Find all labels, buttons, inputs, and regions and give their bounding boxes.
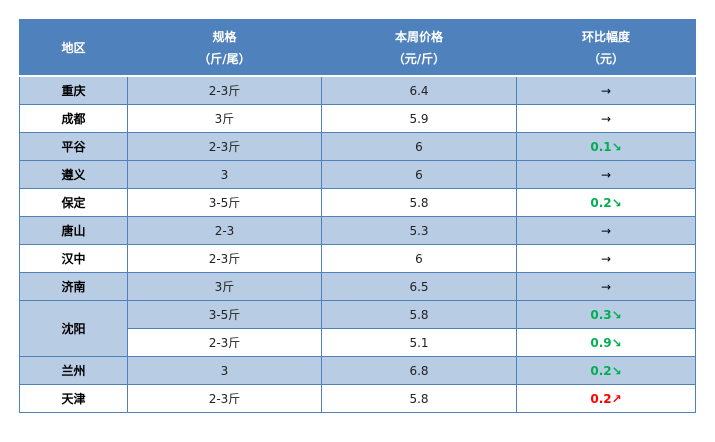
cell-price: 6.5: [321, 272, 517, 301]
cell-price: 5.8: [321, 188, 517, 217]
table-row: 沈阳 3-5斤 5.8 0.3↘: [19, 300, 696, 357]
header-row: 地区 规格 （斤/尾） 本周价格 （元/斤） 环比幅度 （元）: [19, 19, 696, 77]
cell-price: 6: [321, 160, 517, 189]
cell-spec: 3斤: [127, 104, 322, 133]
cell-region: 济南: [19, 272, 128, 301]
cell-price: 6.8: [321, 356, 517, 385]
cell-spec: 3: [127, 356, 322, 385]
cell-price: 5.1: [321, 328, 517, 357]
cell-change: 0.3↘: [516, 300, 696, 329]
cell-change: 0.9↘: [516, 328, 696, 357]
cell-region: 唐山: [19, 216, 128, 245]
cell-spec: 3-5斤: [127, 300, 322, 329]
table-row: 汉中 2-3斤 6 →: [19, 244, 696, 273]
cell-change: 0.2↘: [516, 356, 696, 385]
header-change-unit: （元）: [587, 51, 624, 66]
header-price: 本周价格 （元/斤）: [321, 19, 517, 77]
cell-region: 保定: [19, 188, 128, 217]
header-region: 地区: [19, 19, 128, 77]
cell-change: →: [516, 104, 696, 133]
cell-price: 5.8: [321, 384, 517, 413]
cell-change: 0.2↗: [516, 384, 696, 413]
cell-spec: 3-5斤: [127, 188, 322, 217]
cell-spec: 2-3斤: [127, 384, 322, 413]
table-row: 济南 3斤 6.5 →: [19, 272, 696, 301]
cell-change: →: [516, 272, 696, 301]
cell-region: 兰州: [19, 356, 128, 385]
header-spec: 规格 （斤/尾）: [127, 19, 322, 77]
header-price-label: 本周价格: [394, 29, 443, 44]
cell-spec: 2-3斤: [127, 244, 322, 273]
cell-spec: 2-3: [127, 216, 322, 245]
cell-change: →: [516, 216, 696, 245]
cell-spec: 3斤: [127, 272, 322, 301]
cell-change: →: [516, 160, 696, 189]
header-spec-unit: （斤/尾）: [198, 51, 251, 66]
cell-region: 天津: [19, 384, 128, 413]
cell-price: 6: [321, 132, 517, 161]
cell-region: 成都: [19, 104, 128, 133]
cell-change: 0.2↘: [516, 188, 696, 217]
table-row: 2-3斤 5.1 0.9↘: [19, 328, 696, 357]
header-change: 环比幅度 （元）: [516, 19, 696, 77]
cell-region: 重庆: [19, 75, 128, 105]
price-table: 地区 规格 （斤/尾） 本周价格 （元/斤） 环比幅度 （元） 重庆 2-3斤 6.4 → 成…: [19, 19, 696, 413]
cell-region: 遵义: [19, 160, 128, 189]
cell-region: 沈阳: [19, 300, 128, 357]
table-row: 成都 3斤 5.9 →: [19, 104, 696, 133]
cell-spec: 2-3斤: [127, 75, 322, 105]
cell-price: 5.8: [321, 300, 517, 329]
table-row: 保定 3-5斤 5.8 0.2↘: [19, 188, 696, 217]
cell-spec: 2-3斤: [127, 132, 322, 161]
table-row: 重庆 2-3斤 6.4 →: [19, 75, 696, 105]
header-spec-label: 规格: [212, 29, 237, 44]
table-row: 唐山 2-3 5.3 →: [19, 216, 696, 245]
cell-region: 平谷: [19, 132, 128, 161]
table-row: 平谷 2-3斤 6 0.1↘: [19, 132, 696, 161]
cell-price: 6: [321, 244, 517, 273]
cell-change: →: [516, 244, 696, 273]
cell-change: 0.1↘: [516, 132, 696, 161]
cell-price: 5.9: [321, 104, 517, 133]
cell-spec: 3: [127, 160, 322, 189]
cell-price: 5.3: [321, 216, 517, 245]
header-region-label: 地区: [61, 40, 86, 55]
cell-region: 汉中: [19, 244, 128, 273]
cell-spec: 2-3斤: [127, 328, 322, 357]
table-row: 天津 2-3斤 5.8 0.2↗: [19, 384, 696, 413]
table-row: 兰州 3 6.8 0.2↘: [19, 356, 696, 385]
cell-price: 6.4: [321, 75, 517, 105]
cell-change: →: [516, 75, 696, 105]
header-price-unit: （元/斤）: [392, 51, 446, 66]
table-row: 遵义 3 6 →: [19, 160, 696, 189]
header-change-label: 环比幅度: [581, 29, 630, 44]
